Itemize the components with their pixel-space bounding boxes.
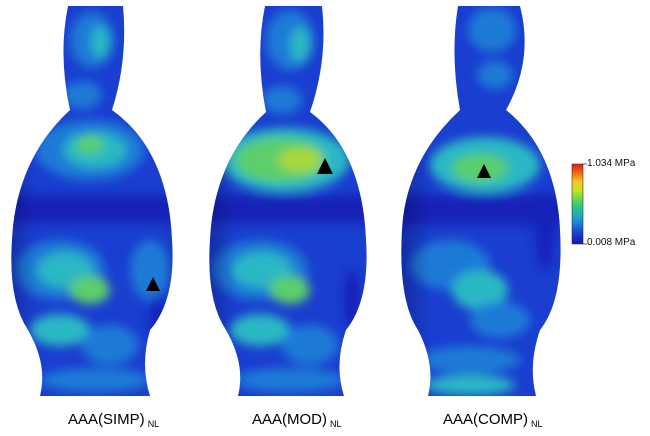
caption-comp-sub: NL <box>531 419 543 429</box>
vessel-model-mod <box>209 6 367 396</box>
caption-mod: AAA(MOD) NL <box>252 411 342 429</box>
caption-simp: AAA(SIMP) NL <box>68 411 160 429</box>
colorbar-gradient <box>571 163 584 245</box>
caption-mod-sub: NL <box>330 419 342 429</box>
marker-icon <box>477 164 491 178</box>
colorbar-max-label: 1.034 MPa <box>587 158 636 169</box>
caption-simp-sub: NL <box>147 419 160 429</box>
vessel-model-simp <box>11 6 173 396</box>
colorbar-min-label: 0.008 MPa <box>587 237 636 248</box>
colorbar <box>571 163 587 245</box>
caption-comp-name: AAA(COMP) <box>443 411 529 428</box>
caption-mod-name: AAA(MOD) <box>252 411 327 428</box>
caption-simp-name: AAA(SIMP) <box>68 411 145 428</box>
caption-comp: AAA(COMP) NL <box>443 411 543 429</box>
marker-icon <box>146 277 160 291</box>
vessel-model-comp <box>401 6 561 396</box>
marker-icon <box>317 158 333 174</box>
